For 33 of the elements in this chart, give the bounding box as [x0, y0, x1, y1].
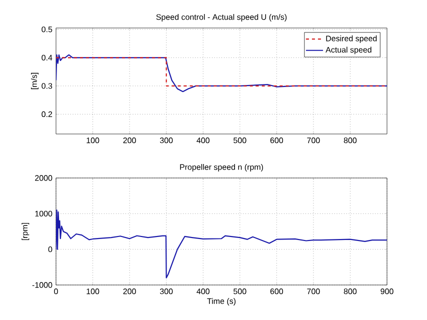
x-tick-label: 700 — [307, 138, 320, 144]
y-tick-label: 0.4 — [42, 54, 52, 60]
legend-label: Desired speed — [326, 35, 377, 43]
x-tick-label: 0 — [54, 288, 58, 294]
y-axis-title: [m/s] — [31, 72, 38, 90]
chart-title: Propeller speed n (rpm) — [180, 164, 263, 172]
y-tick-label: 1000 — [35, 210, 52, 216]
y-tick-label: -1000 — [32, 282, 52, 288]
y-tick-label: 0.2 — [42, 111, 52, 118]
x-tick-label: 800 — [344, 138, 357, 144]
x-tick-label: 400 — [196, 288, 210, 294]
x-tick-label: 600 — [270, 288, 284, 294]
y-tick-label: 0.3 — [42, 83, 52, 89]
x-tick-label: 600 — [270, 138, 284, 144]
x-tick-label: 800 — [344, 288, 357, 294]
y-tick-label: 0 — [48, 246, 52, 252]
y-tick-label: 0.5 — [42, 26, 52, 32]
x-tick-label: 200 — [123, 138, 136, 144]
x-axis-title: Time (s) — [207, 298, 236, 306]
x-tick-label: 500 — [234, 288, 246, 294]
chart-title: Speed control - Actual speed U (m/s) — [156, 14, 287, 22]
x-tick-label: 900 — [380, 288, 394, 294]
x-tick-label: 300 — [160, 288, 173, 294]
x-tick-label: 100 — [86, 288, 100, 294]
x-tick-label: 500 — [234, 138, 246, 144]
y-tick-label: 2000 — [35, 175, 52, 181]
x-tick-label: 200 — [123, 288, 136, 294]
x-tick-label: 400 — [196, 138, 210, 144]
x-tick-label: 300 — [160, 138, 173, 144]
y-axis-title: [rpm] — [22, 222, 30, 240]
x-tick-label: 700 — [307, 288, 320, 294]
legend-label: Actual speed — [326, 46, 372, 54]
x-tick-label: 100 — [86, 138, 100, 144]
